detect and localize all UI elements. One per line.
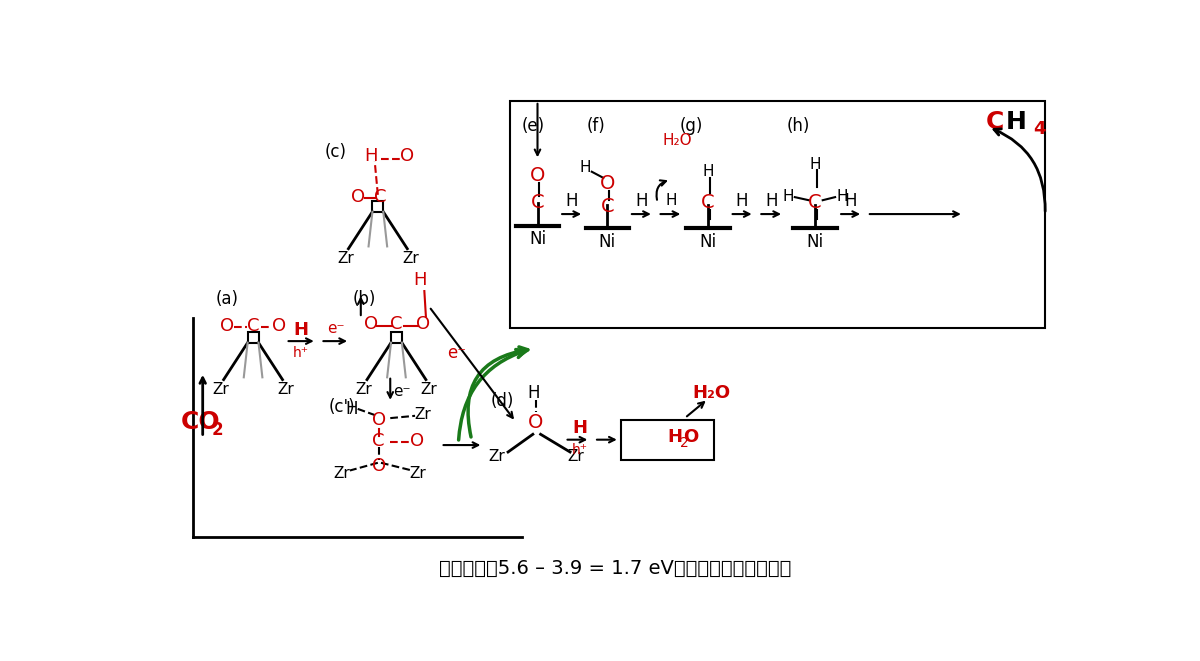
Text: Zr: Zr bbox=[334, 466, 350, 481]
Text: H: H bbox=[364, 147, 378, 165]
Text: O: O bbox=[410, 432, 425, 450]
Text: O: O bbox=[372, 410, 385, 429]
Text: H: H bbox=[667, 428, 683, 446]
Text: (g): (g) bbox=[679, 116, 703, 135]
Text: e⁻: e⁻ bbox=[394, 383, 410, 399]
Text: Zr: Zr bbox=[277, 382, 294, 397]
Text: (h): (h) bbox=[786, 116, 810, 135]
Text: (f): (f) bbox=[587, 116, 605, 135]
Bar bbox=[391, 332, 402, 342]
Text: H: H bbox=[294, 321, 308, 338]
Text: H: H bbox=[766, 192, 778, 210]
Text: H: H bbox=[346, 400, 358, 418]
Text: H₂O: H₂O bbox=[662, 134, 692, 149]
Text: O: O bbox=[415, 315, 430, 333]
Text: O: O bbox=[364, 315, 378, 333]
Text: C: C bbox=[701, 193, 715, 212]
Text: h⁺: h⁺ bbox=[293, 346, 310, 360]
Text: C: C bbox=[372, 432, 385, 450]
Text: (a): (a) bbox=[216, 290, 239, 308]
Text: 峰の高さが5.6 – 3.9 = 1.7 eVで進みやすいのが鍵！: 峰の高さが5.6 – 3.9 = 1.7 eVで進みやすいのが鍵！ bbox=[439, 559, 791, 578]
Text: 2: 2 bbox=[211, 420, 223, 439]
Text: Zr: Zr bbox=[402, 251, 419, 266]
Text: Ni: Ni bbox=[700, 233, 716, 251]
Text: Zr: Zr bbox=[421, 382, 437, 397]
Text: H: H bbox=[809, 157, 821, 171]
Text: Ni: Ni bbox=[599, 233, 616, 251]
Text: Zr: Zr bbox=[337, 251, 354, 266]
Text: H: H bbox=[845, 192, 857, 210]
Text: CO: CO bbox=[181, 410, 221, 434]
Text: 2: 2 bbox=[680, 436, 689, 449]
Text: Ni: Ni bbox=[806, 233, 823, 251]
Text: Zr: Zr bbox=[355, 382, 372, 397]
Text: H: H bbox=[836, 189, 848, 204]
Text: (e): (e) bbox=[522, 116, 545, 135]
Text: H: H bbox=[580, 161, 592, 175]
Text: O: O bbox=[221, 317, 234, 334]
Text: (d): (d) bbox=[491, 392, 515, 410]
Text: (b): (b) bbox=[353, 290, 377, 308]
Text: H: H bbox=[665, 194, 677, 208]
Text: H: H bbox=[413, 270, 426, 288]
Text: e⁻: e⁻ bbox=[446, 344, 466, 362]
Text: 4: 4 bbox=[1033, 120, 1046, 138]
Bar bbox=[247, 332, 258, 342]
Text: H: H bbox=[782, 189, 793, 204]
Text: Zr: Zr bbox=[212, 382, 229, 397]
Text: h⁺: h⁺ bbox=[572, 444, 588, 457]
Text: H: H bbox=[736, 192, 749, 210]
Text: Zr: Zr bbox=[414, 407, 431, 422]
Text: H: H bbox=[702, 164, 714, 179]
Text: (c): (c) bbox=[324, 143, 347, 161]
Text: O: O bbox=[350, 188, 365, 206]
Text: C: C bbox=[530, 193, 545, 212]
Text: C: C bbox=[600, 197, 614, 216]
Text: Ni: Ni bbox=[529, 231, 546, 249]
Text: H: H bbox=[635, 192, 648, 210]
Text: O: O bbox=[600, 174, 614, 193]
FancyArrowPatch shape bbox=[458, 350, 524, 440]
Text: C: C bbox=[374, 188, 386, 206]
Text: O: O bbox=[683, 428, 698, 446]
Text: C: C bbox=[808, 193, 822, 212]
Text: C: C bbox=[390, 315, 403, 333]
Bar bbox=[622, 420, 714, 459]
Bar bbox=[372, 201, 383, 212]
Text: H: H bbox=[565, 192, 578, 210]
Text: H₂O: H₂O bbox=[692, 385, 731, 403]
Text: H: H bbox=[1006, 110, 1027, 134]
Text: H: H bbox=[527, 385, 540, 403]
Text: Zr: Zr bbox=[488, 449, 505, 464]
Text: (c'): (c') bbox=[329, 397, 355, 416]
Text: O: O bbox=[528, 413, 544, 432]
Text: O: O bbox=[401, 147, 414, 165]
Text: H: H bbox=[572, 419, 588, 437]
Text: Zr: Zr bbox=[409, 466, 426, 481]
Text: O: O bbox=[271, 317, 286, 334]
FancyArrowPatch shape bbox=[468, 347, 528, 437]
Text: C: C bbox=[985, 110, 1004, 134]
Text: C: C bbox=[247, 317, 259, 334]
Text: O: O bbox=[530, 166, 545, 185]
Text: O: O bbox=[372, 457, 385, 475]
Text: e⁻: e⁻ bbox=[328, 321, 344, 336]
Bar bbox=[510, 101, 1045, 328]
Text: Zr: Zr bbox=[568, 449, 584, 464]
